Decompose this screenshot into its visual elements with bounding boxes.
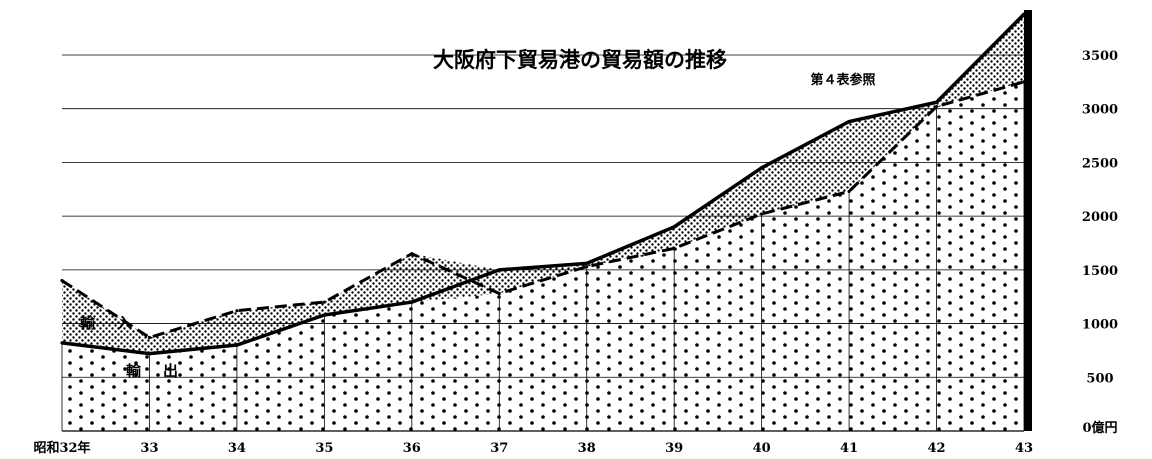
- chart-title: 大阪府下貿易港の貿易額の推移: [433, 47, 727, 72]
- chart-note: 第４表参照: [810, 72, 875, 88]
- point-export: [847, 119, 851, 124]
- point-export: [60, 341, 64, 345]
- series-line-import: [61, 80, 1025, 340]
- x-tick-label: 43: [1015, 441, 1033, 456]
- point-export: [497, 268, 501, 272]
- series-line-export: [61, 12, 1026, 356]
- point-import: [847, 189, 851, 194]
- x-tick-label: 34: [228, 441, 246, 456]
- point-export: [147, 352, 152, 356]
- x-tick-label: 35: [315, 441, 333, 456]
- x-tick-label: 39: [665, 441, 683, 456]
- point-export: [235, 343, 239, 347]
- y-tick-label: 500: [1086, 371, 1113, 386]
- point-import: [585, 265, 589, 269]
- point-import: [497, 291, 501, 296]
- y-tick-label: 3500: [1082, 49, 1118, 64]
- x-tick-label: 41: [840, 441, 858, 456]
- y-tick-label: 0億円: [1082, 420, 1117, 436]
- x-tick-label: 40: [753, 441, 771, 456]
- point-import: [934, 104, 939, 109]
- y-tick-label: 2000: [1082, 210, 1118, 225]
- x-tick-label: 33: [140, 441, 158, 456]
- x-tick-label: 37: [490, 441, 508, 456]
- point-export: [410, 300, 414, 304]
- right-edge-bar: [1024, 10, 1032, 431]
- point-import: [410, 252, 414, 256]
- base-area: [62, 81, 1024, 431]
- point-export: [322, 313, 326, 317]
- x-tick-label: 36: [403, 441, 421, 456]
- point-export: [672, 225, 676, 229]
- x-tick-label: 38: [578, 441, 596, 456]
- point-export: [585, 261, 589, 265]
- y-tick-label: 1000: [1082, 318, 1118, 333]
- x-tick-label: 42: [927, 441, 945, 456]
- point-import: [672, 246, 676, 250]
- point-import: [760, 212, 764, 216]
- point-export: [934, 100, 939, 104]
- y-tick-label: 1500: [1082, 264, 1118, 279]
- series-label-import: 輸入: [80, 314, 154, 332]
- point-import: [235, 309, 239, 313]
- point-export: [760, 166, 764, 170]
- gap-band: [62, 14, 1024, 354]
- point-import: [60, 278, 64, 283]
- point-import: [147, 335, 152, 340]
- y-tick-label: 3000: [1082, 103, 1118, 118]
- point-export: [1022, 12, 1026, 16]
- point-import: [1022, 80, 1026, 84]
- y-tick-label: 2500: [1082, 156, 1118, 171]
- x-tick-label: 昭和32年: [33, 440, 90, 456]
- series-label-export: 輸出: [126, 362, 200, 380]
- point-import: [322, 300, 326, 304]
